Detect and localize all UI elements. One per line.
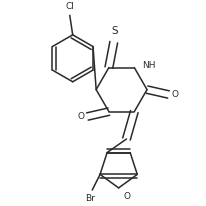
Text: Br: Br [85,194,95,203]
Text: Cl: Cl [65,2,74,11]
Text: O: O [171,90,178,99]
Text: NH: NH [142,61,155,70]
Text: O: O [123,192,130,201]
Text: O: O [77,112,84,121]
Text: S: S [111,26,117,36]
